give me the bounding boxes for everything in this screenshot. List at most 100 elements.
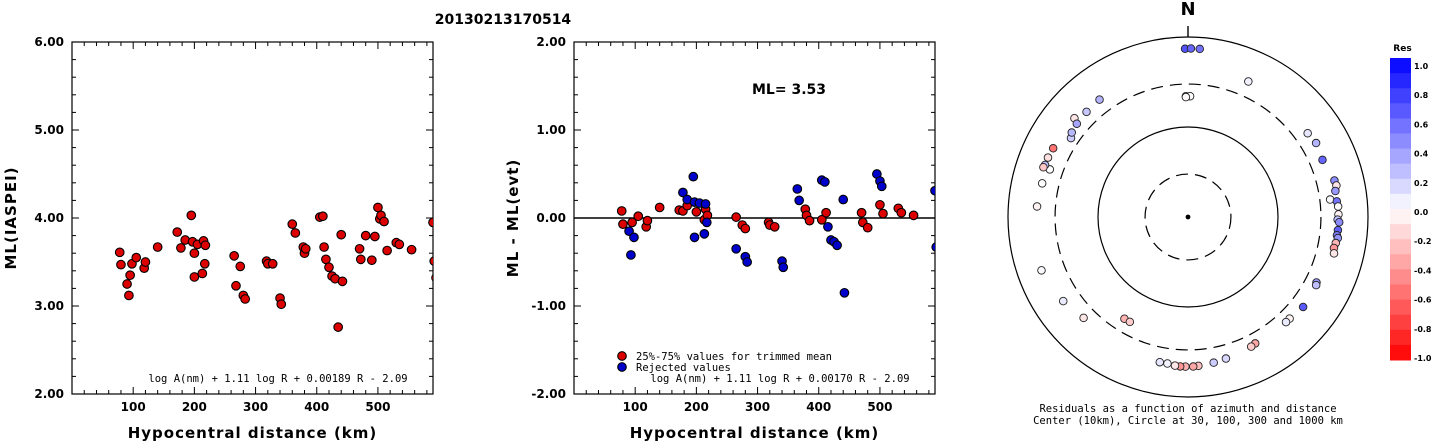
x-tick-label: 200 (182, 400, 207, 414)
data-point (189, 248, 200, 259)
legend-label: Rejected values (636, 362, 731, 374)
data-point (300, 243, 311, 254)
residual-point (1072, 119, 1082, 128)
residual-point (1039, 162, 1048, 172)
data-point (616, 206, 627, 216)
data-point (618, 219, 628, 230)
residual-point (1079, 313, 1088, 323)
colorbar-segment (1390, 299, 1411, 316)
residual-point (1298, 302, 1308, 312)
data-point (896, 207, 907, 218)
data-point (354, 243, 365, 254)
colorbar-segment (1390, 344, 1411, 361)
data-point (862, 222, 873, 233)
residual-point (1244, 77, 1253, 86)
formula-text: log A(nm) + 1.11 log R + 0.00170 R - 2.0… (650, 373, 909, 385)
residual-point (1048, 144, 1058, 153)
y-tick-label: -1.00 (531, 299, 566, 313)
data-point (324, 262, 334, 273)
legend-label: 25%-75% values for trimmed mean (636, 351, 832, 363)
colorbar-tick-label: 0.6 (1414, 120, 1429, 129)
data-point (820, 177, 830, 187)
data-point (229, 250, 239, 261)
data-point (626, 250, 636, 260)
colorbar-segment (1390, 178, 1411, 195)
data-point (131, 252, 142, 263)
x-tick-label: 300 (243, 400, 268, 414)
points-group (114, 202, 433, 332)
data-point (629, 232, 639, 243)
data-point (114, 247, 125, 258)
colorbar-title: Res (1393, 44, 1411, 54)
x-tick-label: 300 (745, 400, 770, 414)
residual-point (1043, 153, 1053, 162)
residual-point (1333, 202, 1343, 211)
data-point (823, 221, 833, 232)
colorbar-tick-label: 0.8 (1414, 91, 1429, 100)
data-point (321, 254, 331, 265)
data-point (394, 239, 405, 250)
colorbar-segment (1390, 239, 1411, 255)
caption-line-1: Residuals as a function of azimuth and d… (1039, 403, 1336, 415)
left-panel: 100 200 300 400 500 2.00 3.00 4.00 5.00 6.00 Hypoc… (2, 35, 434, 441)
data-point (934, 227, 935, 232)
residual-point (1095, 95, 1104, 104)
colorbar-segment (1390, 103, 1411, 119)
data-point (406, 244, 417, 255)
data-point (816, 214, 827, 225)
data-point (360, 230, 371, 241)
residual-point (1058, 296, 1068, 306)
data-point (432, 233, 433, 238)
data-point (370, 231, 380, 242)
data-point (140, 257, 151, 267)
colorbar-tick-label: 0.0 (1414, 208, 1429, 217)
data-point (290, 228, 301, 238)
data-point (778, 262, 789, 273)
residual-point (1195, 44, 1205, 54)
colorbar-tick-label: -0.2 (1414, 237, 1432, 246)
data-point (428, 217, 433, 228)
colorbar-segment (1390, 73, 1411, 89)
data-point (792, 184, 803, 194)
data-point (318, 211, 328, 222)
colorbar-segment (1390, 284, 1411, 301)
data-point (124, 290, 134, 301)
colorbar-segment (1390, 193, 1411, 210)
data-point (689, 232, 700, 243)
data-point (172, 227, 183, 237)
data-point (856, 207, 867, 218)
middle-panel: 100 200 300 400 500 -2.00 -1.00 0.00 1.00 2.00 Hyp… (504, 35, 936, 441)
residual-point (1037, 266, 1046, 275)
data-point (231, 280, 241, 291)
distance-ring (1054, 83, 1322, 351)
x-tick-label: 500 (365, 400, 390, 414)
data-point (373, 202, 383, 213)
colorbar-tick-label: -0.8 (1414, 325, 1432, 334)
residual-point (1082, 107, 1091, 117)
residual-point (1303, 128, 1312, 138)
legend-marker (617, 362, 627, 372)
residual-point (1281, 317, 1291, 327)
y-tick-label: 1.00 (536, 123, 566, 137)
data-point (794, 195, 805, 206)
residual-point (1155, 357, 1165, 367)
colorbar-tick-label: -0.6 (1414, 296, 1432, 305)
colorbar-segment (1390, 163, 1411, 180)
data-point (642, 215, 653, 226)
x-tick-label: 200 (684, 400, 709, 414)
caption-line-2: Center (10km), Circle at 30, 100, 300 an… (1033, 415, 1343, 427)
data-point (678, 187, 688, 198)
data-point (379, 216, 389, 227)
residual-point (1318, 155, 1327, 165)
data-point (337, 276, 348, 287)
distance-ring (1144, 173, 1232, 261)
data-point (276, 299, 287, 310)
figure-title: 20130213170514 (435, 12, 572, 28)
residual-point (1331, 186, 1340, 196)
data-point (691, 206, 702, 217)
y-axis-label: ML - ML(evt) (504, 159, 522, 277)
residual-point (1188, 362, 1198, 371)
polar-panel: N Residuals as a function of azimuth and … (1007, 0, 1432, 427)
data-point (624, 226, 634, 237)
residual-point (1181, 92, 1191, 102)
